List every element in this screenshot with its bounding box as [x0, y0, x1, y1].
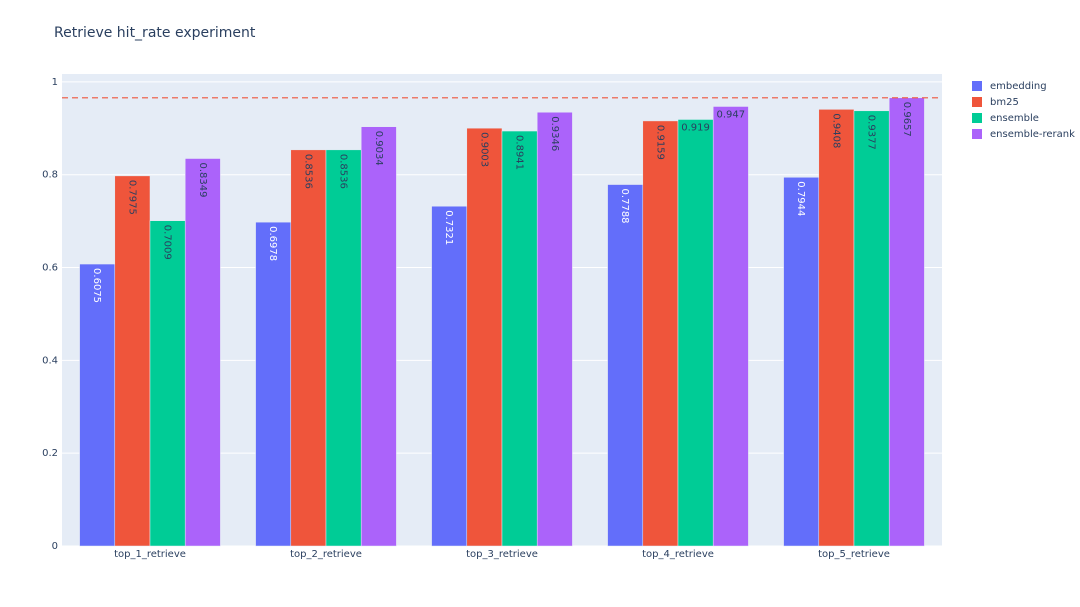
bar	[783, 177, 820, 547]
y-tick-label: 0.6	[42, 263, 58, 274]
x-tick-label: top_4_retrieve	[642, 549, 714, 560]
x-tick-label: top_3_retrieve	[466, 549, 538, 560]
bar	[642, 120, 679, 547]
bar	[184, 158, 221, 547]
value-label: 0.9159	[654, 125, 665, 160]
value-label: 0.8941	[514, 135, 525, 170]
bar	[712, 106, 749, 547]
value-label: 0.7321	[443, 210, 454, 245]
value-label: 0.8536	[302, 154, 313, 189]
legend-swatch	[972, 97, 982, 107]
legend-label: embedding	[990, 81, 1047, 92]
value-label: 0.7009	[162, 225, 173, 260]
value-label: 0.6075	[91, 268, 102, 303]
legend-label: bm25	[990, 97, 1019, 108]
y-tick-label: 0.2	[42, 448, 58, 459]
y-tick-label: 0.8	[42, 170, 58, 181]
legend-label: ensemble	[990, 113, 1039, 124]
value-label: 0.9408	[830, 113, 841, 148]
value-label: 0.7944	[795, 181, 806, 216]
value-label: 0.947	[716, 109, 745, 120]
bar	[290, 149, 327, 547]
value-label: 0.9346	[549, 116, 560, 151]
bar	[677, 119, 714, 547]
bar	[853, 110, 890, 547]
bar	[818, 109, 855, 547]
value-label: 0.9034	[373, 131, 384, 166]
bar	[79, 263, 116, 547]
y-tick-label: 1	[52, 77, 58, 88]
value-label: 0.7975	[126, 180, 137, 215]
value-label: 0.8536	[338, 154, 349, 189]
legend-swatch	[972, 129, 982, 139]
value-label: 0.8349	[197, 163, 208, 198]
x-tick-label: top_1_retrieve	[114, 549, 186, 560]
y-tick-label: 0	[52, 541, 58, 552]
legend-swatch	[972, 113, 982, 123]
value-label: 0.6978	[267, 226, 278, 261]
bar	[536, 111, 573, 547]
bar	[114, 175, 151, 547]
value-label: 0.9003	[478, 132, 489, 167]
bar	[149, 220, 186, 547]
x-tick-label: top_5_retrieve	[818, 549, 890, 560]
value-label: 0.9657	[901, 102, 912, 137]
bar	[501, 130, 538, 547]
legend-swatch	[972, 81, 982, 91]
bar	[255, 221, 292, 547]
value-label: 0.7788	[619, 189, 630, 224]
y-tick-label: 0.4	[42, 355, 58, 366]
chart-title: Retrieve hit_rate experiment	[54, 25, 256, 41]
legend-label: ensemble-rerank	[990, 129, 1075, 140]
bar	[431, 205, 468, 547]
value-label: 0.9377	[866, 115, 877, 150]
bar	[888, 97, 925, 547]
bar	[466, 127, 503, 547]
bar	[360, 126, 397, 547]
value-label: 0.919	[681, 122, 710, 133]
bar	[607, 184, 644, 547]
x-tick-label: top_2_retrieve	[290, 549, 362, 560]
bar	[325, 149, 362, 547]
